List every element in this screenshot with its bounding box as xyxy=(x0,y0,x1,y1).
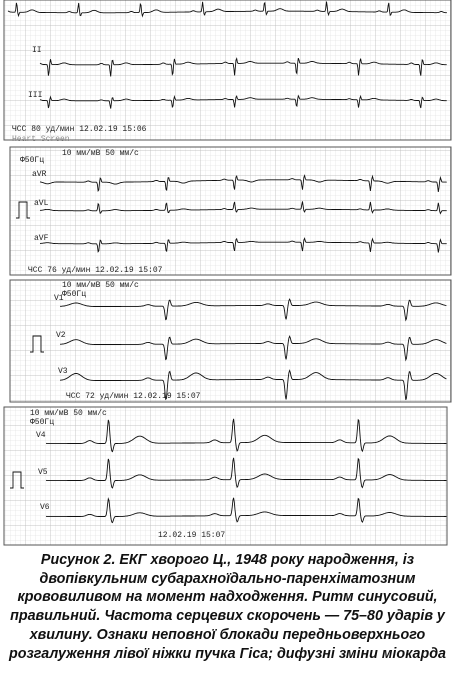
strip-footer: 12.02.19 15:07 xyxy=(158,531,225,540)
lead-label: V2 xyxy=(56,331,66,340)
scale: 10 мм/мВ 50 мм/с xyxy=(62,281,139,290)
strip-footer: ЧСС 80 уд/мин 12.02.19 15:06 xyxy=(12,125,147,134)
calibration-pulse xyxy=(30,335,44,353)
filter: Ф50Гц xyxy=(62,290,86,299)
ecg-trace xyxy=(40,237,447,253)
lead-label: V1 xyxy=(54,294,64,303)
traces xyxy=(7,1,447,524)
strip-footer: ЧСС 72 уд/мин 12.02.19 15:07 xyxy=(66,392,201,401)
ecg-strip xyxy=(9,279,452,403)
strip-footer: ЧСС 76 уд/мин 12.02.19 15:07 xyxy=(28,266,163,275)
lead-label: V6 xyxy=(40,503,50,512)
lead-label: aVL xyxy=(34,199,49,208)
ecg-trace xyxy=(45,497,447,524)
ecg-trace xyxy=(39,57,447,77)
calibration-pulse xyxy=(16,201,30,219)
ecg-trace xyxy=(45,418,447,453)
ecg-strip xyxy=(3,0,452,141)
lead-label: II xyxy=(32,46,42,55)
lead-label: V3 xyxy=(58,367,68,376)
ecg-trace xyxy=(59,335,447,362)
filter: Ф50Гц xyxy=(20,156,44,165)
lead-label: III xyxy=(28,91,42,100)
scale: 10 мм/мВ 50 мм/с xyxy=(30,409,107,418)
lead-label: V4 xyxy=(36,431,46,440)
brand: Heart Screen xyxy=(12,135,70,144)
caption: Рисунок 2. ЕКГ хворого Ц., 1948 року нар… xyxy=(9,552,446,662)
ecg-trace xyxy=(7,1,447,18)
ecg-trace xyxy=(45,457,447,489)
ecg-trace xyxy=(60,369,447,401)
ecg-strip xyxy=(3,406,448,546)
ecg-trace xyxy=(39,94,447,109)
ecg-figure: II III ЧСС 80 уд/мин 12.02.19 15:06 Hear… xyxy=(3,0,452,546)
ecg-trace xyxy=(39,174,447,193)
ecg-trace xyxy=(39,201,447,215)
filter: Ф50Гц xyxy=(30,418,54,427)
ecg-trace xyxy=(60,298,447,322)
lead-label: aVF xyxy=(34,234,49,243)
lead-label: aVR xyxy=(32,170,47,179)
lead-label: V5 xyxy=(38,468,48,477)
calibration-pulse xyxy=(10,471,24,489)
scale: 10 мм/мВ 50 мм/с xyxy=(62,149,139,158)
